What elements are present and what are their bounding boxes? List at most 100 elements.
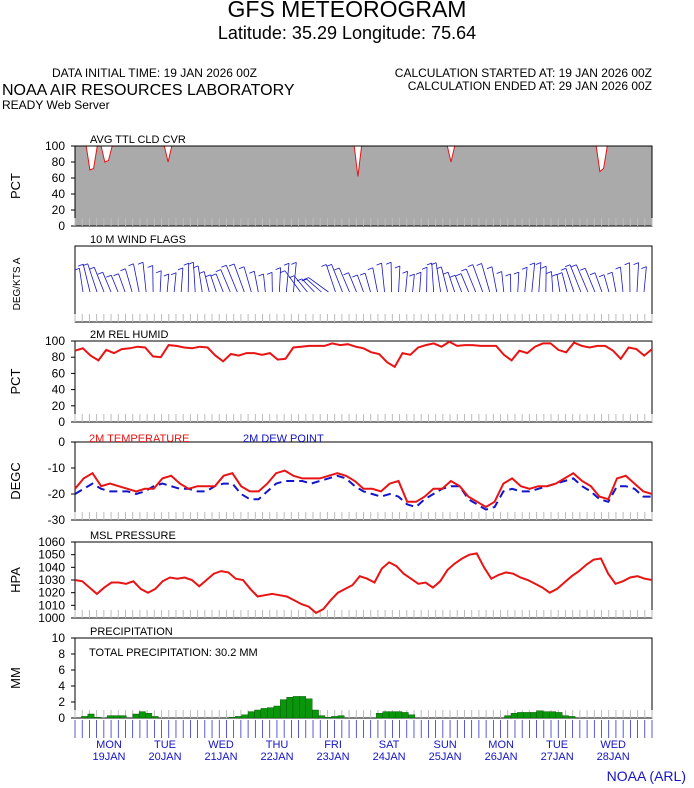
wind-barb-flag [288,275,295,279]
wind-barb-flag [352,274,358,278]
wind-barb-flag [394,265,401,269]
wind-barb-flag [82,263,88,267]
wind-barb-flag [486,266,493,270]
lab-name: NOAA AIR RESOURCES LABORATORY [2,82,295,99]
wind-barb [431,262,435,293]
temperature-line [74,469,653,509]
wind-barb [243,266,252,293]
wind-barb-flag [326,264,332,267]
date-label: 22JAN [261,751,294,763]
wind-barb [125,268,133,293]
precip-bar [382,711,390,719]
day-of-week-label: SUN [433,739,456,751]
wind-barb [193,262,196,293]
pressure-line [74,552,653,615]
wind-barb-flag [546,271,552,274]
panel-frame [74,340,653,423]
y-axis-label: PCT [8,368,23,394]
calculation-ended: CALCULATION ENDED AT: 29 JAN 2026 00Z [407,79,652,93]
wind-barb [551,271,554,293]
wind-barb-flag [560,267,567,271]
day-of-week-label: WED [208,739,234,751]
temperature-legend: 2M TEMPERATURE [89,433,189,445]
wind-barb [278,267,281,293]
wind-barb [372,267,378,293]
wind-barb-flag [78,263,84,267]
wind-barb [569,264,582,293]
wind-barb [381,263,385,293]
panel-title: 2M REL HUMID [90,329,168,341]
precip-bar [247,711,255,719]
wind-barb-flag [74,267,80,271]
y-tick-label: 100 [45,334,65,348]
wind-barb [357,274,364,293]
wind-barb [166,273,170,293]
wind-barb-flag [505,273,511,277]
wind-barb-flag [147,265,153,268]
precip-bar [549,711,557,719]
y-tick-label: 1050 [38,548,65,562]
y-tick-label: 80 [52,350,66,364]
wind-barb [133,263,140,293]
precip-bar [523,712,531,719]
wind-barb-flag [564,264,571,268]
precip-bar [119,715,127,719]
wind-barb-flag [496,271,502,274]
wind-barb-flag [426,262,432,266]
wind-barb [524,267,528,293]
wind-barb [203,271,210,293]
wind-barb [531,262,536,293]
wind-barb [419,272,422,293]
y-tick-label: 0 [58,711,65,725]
wind-barb [481,263,491,293]
y-tick-label: 100 [45,139,65,153]
precip-bar [286,697,294,719]
wind-barb [603,274,610,293]
y-tick-label: 1020 [38,586,65,600]
precip-bar [395,711,403,719]
y-tick-label: 6 [58,663,65,677]
wind-barb-flag [376,262,382,266]
rh-line [74,340,653,369]
panel-title: 10 M WIND FLAGS [90,234,186,246]
wind-barb [173,272,177,293]
precip-bar [254,709,262,719]
panel-frame [74,245,653,323]
precip-bar [132,713,140,719]
wind-barb [187,263,190,293]
y-tick-label: 1040 [38,560,65,574]
y-tick-label: -30 [48,513,66,527]
wind-barb-flag [177,267,184,271]
wind-barb [398,265,401,293]
wind-barb [447,272,456,293]
date-label: 21JAN [205,751,238,763]
wind-barb-flag [589,272,596,276]
precip-bar [87,713,95,719]
precip-bar [235,716,242,719]
y-axis-label: DEG/KTS A [12,257,23,310]
y-tick-label: 1000 [38,611,65,625]
wind-barb [93,267,105,293]
wind-barb-flag [461,268,467,272]
wind-barb [636,262,639,293]
wind-barb-flag [430,262,437,266]
y-tick-label: 20 [52,203,66,217]
location-subtitle: Latitude: 35.29 Longitude: 75.64 [217,23,477,43]
wind-barb [472,264,484,293]
precip-bar [517,712,525,719]
wind-barb-flag [279,270,286,274]
wind-barb-flag [258,273,264,277]
day-of-week-label: THU [266,739,289,751]
precip-bar [241,714,249,719]
date-label: 24JAN [373,751,406,763]
precip-bar [138,711,146,719]
wind-barb [82,264,91,293]
wind-barb-flag [436,266,442,270]
precip-bar [401,712,409,719]
date-label: 23JAN [317,751,350,763]
precip-bar [106,715,114,719]
wind-barb-flag [633,262,639,265]
precip-bar [536,710,544,719]
dewpoint-legend: 2M DEW POINT [243,433,324,445]
